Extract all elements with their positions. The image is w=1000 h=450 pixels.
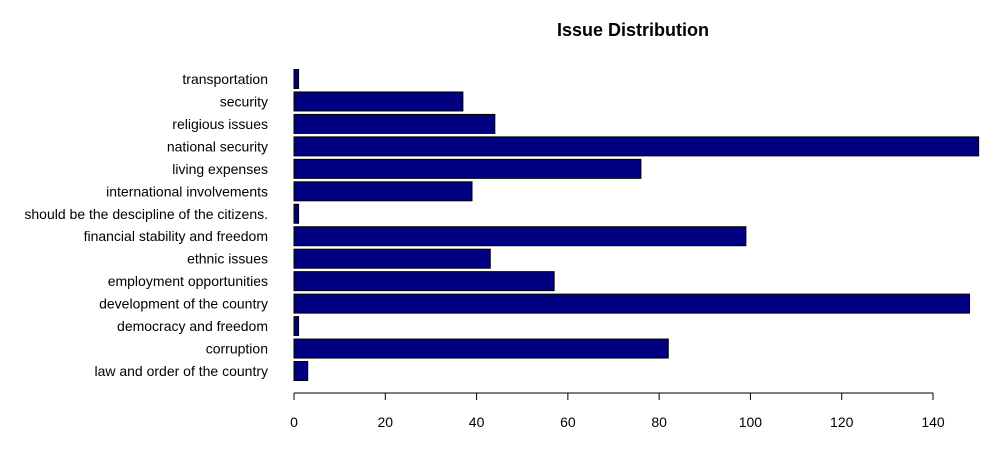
bar xyxy=(293,338,669,359)
chart-title: Issue Distribution xyxy=(557,20,709,40)
bar xyxy=(293,226,747,247)
x-tick-label: 40 xyxy=(469,414,485,430)
bar xyxy=(293,293,971,314)
bar xyxy=(293,136,980,157)
bar xyxy=(293,69,300,89)
x-tick-label: 0 xyxy=(290,414,298,430)
bar xyxy=(293,361,309,381)
x-tick-label: 80 xyxy=(651,414,667,430)
bar xyxy=(293,271,555,292)
category-label: living expenses xyxy=(172,161,268,177)
x-tick-label: 20 xyxy=(377,414,393,430)
category-label: development of the country xyxy=(99,296,268,312)
x-tick-label: 120 xyxy=(830,414,854,430)
x-axis: 0 20 40 60 80 100 120 140 xyxy=(290,392,945,430)
category-label: religious issues xyxy=(172,116,268,132)
category-label: national security xyxy=(167,138,268,154)
bar xyxy=(293,91,464,112)
category-label: financial stability and freedom xyxy=(84,228,268,244)
category-label: ethnic issues xyxy=(187,251,268,267)
bar xyxy=(293,181,473,202)
bar xyxy=(293,203,300,224)
x-tick-label: 140 xyxy=(921,414,945,430)
category-labels: law and order of the country corruption de… xyxy=(24,71,268,379)
bar xyxy=(293,316,300,337)
category-label: transportation xyxy=(182,71,268,87)
bars-group xyxy=(293,69,980,381)
x-tick-label: 100 xyxy=(739,414,763,430)
category-label: law and order of the country xyxy=(94,363,268,379)
category-label: democracy and freedom xyxy=(117,318,268,334)
x-tick-label: 60 xyxy=(560,414,576,430)
category-label: should be the descipline of the citizens… xyxy=(24,206,268,222)
category-label: international involvements xyxy=(106,183,268,199)
bar xyxy=(293,248,491,269)
bar xyxy=(293,158,642,179)
category-label: security xyxy=(220,93,268,109)
bar xyxy=(293,113,496,134)
category-label: employment opportunities xyxy=(108,273,268,289)
category-label: corruption xyxy=(206,341,268,357)
